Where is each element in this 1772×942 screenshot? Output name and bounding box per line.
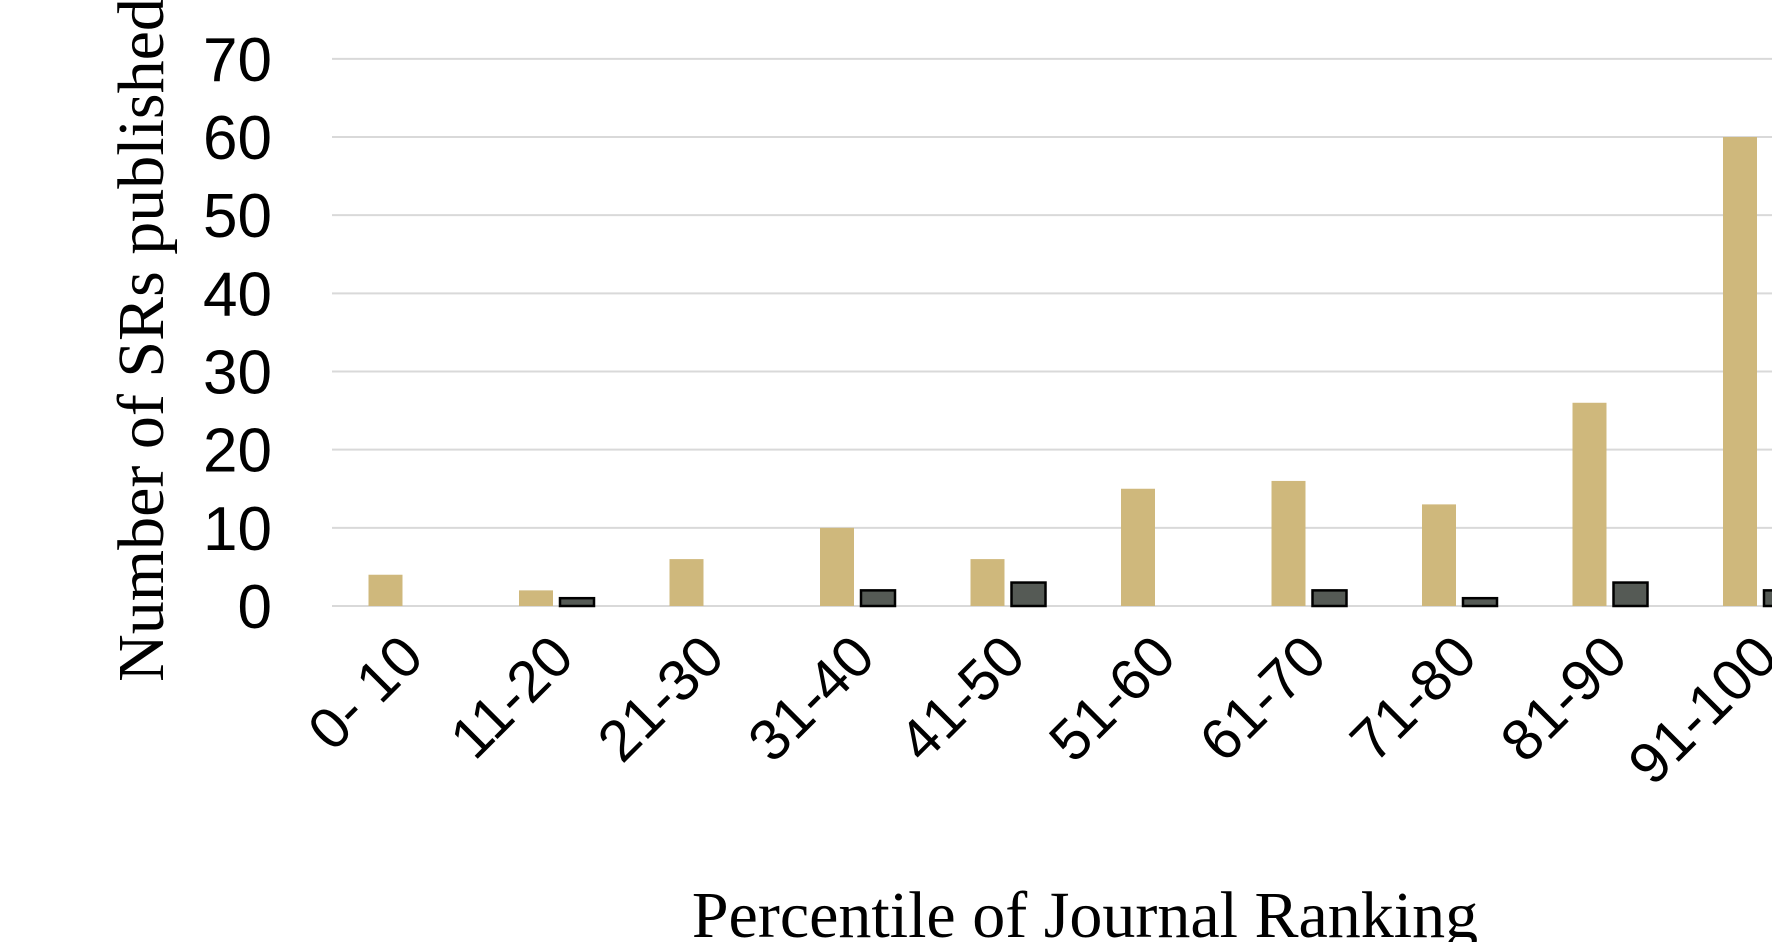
y-tick-label: 60 [203,104,272,173]
x-tick-label: 41-50 [886,623,1037,774]
x-tick-label: 11-20 [438,623,586,771]
bar-series-1 [669,559,704,606]
x-tick-label: 21-30 [585,623,736,774]
bar-series-2 [1311,589,1348,608]
bar-series-2 [1010,581,1047,608]
bar-series-1 [1121,488,1155,606]
y-tick-label: 20 [203,417,272,486]
x-axis-ticks: 0- 10 11-20 21-30 31-40 41-50 51-60 61-70 71-80… [296,623,1772,797]
x-tick-label: 71-80 [1338,623,1489,774]
bar-series-1 [519,590,553,606]
x-tick-label: 51-60 [1037,623,1188,774]
y-tick-label: 10 [203,495,272,564]
y-axis-title: Number of SRs published [105,0,178,682]
y-axis-ticks: 0 10 20 30 40 50 60 70 [203,26,272,642]
bar-series-2 [1762,589,1772,608]
bar-series-1 [970,559,1005,606]
y-tick-label: 40 [203,260,272,329]
bar-series-1 [1723,137,1757,606]
y-tick-label: 50 [203,182,272,251]
gridlines [332,57,1772,607]
bar-series-2 [1461,596,1499,608]
bars [368,137,1772,608]
x-tick-label: 0- 10 [296,623,435,762]
bar-series-1 [820,527,854,606]
y-tick-label: 0 [238,573,272,642]
bar-series-1 [368,574,403,606]
bar-series-1 [1422,504,1456,606]
bar-series-1 [1271,480,1306,606]
y-tick-label: 30 [203,339,272,408]
bar-series-2 [558,596,596,608]
x-axis-title: Percentile of Journal Ranking [692,879,1478,942]
x-tick-label: 91-100 [1616,623,1772,797]
bar-series-2 [1612,581,1649,608]
x-tick-label: 31-40 [736,623,887,774]
x-tick-label: 61-70 [1187,623,1338,774]
bar-series-1 [1572,402,1607,606]
y-tick-label: 70 [203,26,272,95]
bar-series-2 [859,589,897,608]
